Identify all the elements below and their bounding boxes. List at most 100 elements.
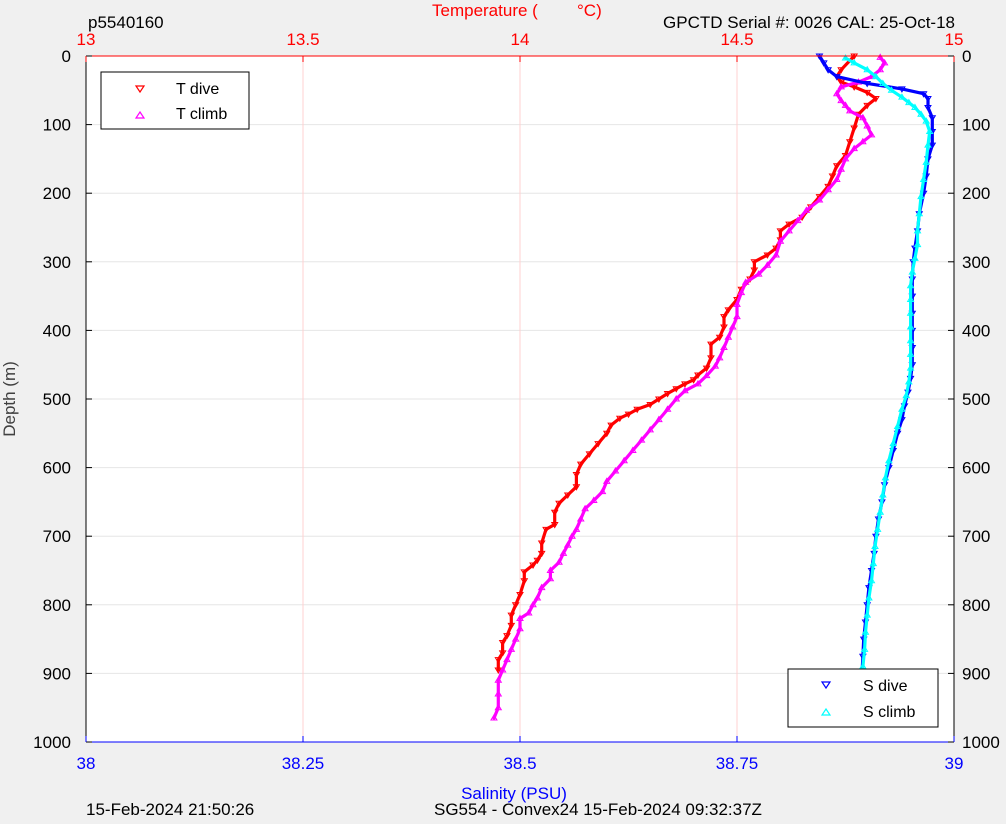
t-dive-point <box>724 307 733 314</box>
t-climb-point <box>850 144 859 152</box>
s-dive-point <box>824 67 833 74</box>
t-climb-point <box>841 154 850 162</box>
t-dive-point <box>720 324 728 331</box>
s-climb-point <box>911 254 919 261</box>
t-dive-point <box>750 259 759 266</box>
t-climb-point <box>815 196 824 203</box>
salinity-tick-label: 38.5 <box>503 754 536 773</box>
t-climb-point <box>572 525 581 532</box>
t-climb-point <box>837 165 846 172</box>
t-climb-point <box>576 515 585 522</box>
s-climb-point <box>904 377 913 385</box>
depth-tick-label-left: 500 <box>43 390 71 409</box>
s-climb-point <box>908 268 917 275</box>
plot-time: 15-Feb-2024 21:50:26 <box>86 800 254 819</box>
t-climb-point <box>702 371 711 379</box>
mission-info: SG554 - Convex24 15-Feb-2024 09:32:37Z <box>434 800 762 819</box>
s-climb-point <box>898 93 906 100</box>
s-climb-point <box>878 79 887 86</box>
t-climb-point <box>511 635 520 642</box>
t-dive-point <box>563 492 572 500</box>
t-climb-point <box>537 583 546 591</box>
t-dive-point <box>654 396 663 403</box>
t-dive-point <box>633 406 642 414</box>
depth-tick-label-right: 200 <box>962 184 990 203</box>
depth-tick-label-right: 500 <box>962 390 990 409</box>
t-climb-point <box>802 206 811 213</box>
t-climb-point <box>728 322 737 330</box>
depth-tick-label-right: 900 <box>962 664 990 683</box>
t-climb-point <box>529 600 537 608</box>
t-dive-point <box>707 341 715 349</box>
t-dive-point <box>529 562 537 569</box>
t-climb-point <box>772 250 780 258</box>
t-dive-point <box>837 79 846 87</box>
t-climb-point <box>876 53 885 60</box>
s-climb-point <box>876 508 885 515</box>
salinity-tick-label: 38 <box>77 754 96 773</box>
t-climb-point <box>494 676 503 683</box>
depth-tick-label-left: 200 <box>43 184 71 203</box>
temperature-axis-label-unit: °C) <box>577 1 602 20</box>
t-dive-point <box>763 252 772 259</box>
t-climb-point <box>589 496 598 504</box>
axes-layer: 0 0 100 100 200 200 300 300 400 400 500 500 600 600 70… <box>33 30 1000 773</box>
s-climb-point <box>841 54 850 61</box>
s-climb-point <box>922 117 931 124</box>
legend-temperature-box <box>100 71 250 130</box>
s-climb-point <box>917 110 925 117</box>
t-dive-point <box>750 267 759 275</box>
t-dive-point <box>624 411 633 419</box>
t-climb-point <box>793 216 802 224</box>
t-dive-point <box>663 391 672 398</box>
t-climb-point <box>516 614 524 622</box>
t-climb-point <box>720 343 728 351</box>
t-dive-point <box>550 522 559 529</box>
legend-s-climb-marker-icon <box>820 707 832 716</box>
s-climb-point <box>924 141 932 148</box>
t-dive-point <box>572 484 581 491</box>
s-climb-point <box>915 209 924 217</box>
t-dive-point <box>498 640 507 647</box>
t-dive-point <box>646 401 655 409</box>
t-dive-point <box>511 602 520 609</box>
s-climb-point <box>871 542 879 549</box>
s-climb-point <box>887 86 896 93</box>
temperature-tick-label: 15 <box>945 30 964 49</box>
s-climb-point <box>911 103 919 110</box>
t-climb-point <box>598 487 607 495</box>
temperature-tick-label: 14 <box>511 30 530 49</box>
t-climb-point <box>555 558 563 565</box>
s-climb-point <box>902 391 911 399</box>
t-climb-point <box>776 237 785 244</box>
t-dive-point <box>520 569 529 576</box>
t-climb-point <box>837 96 846 104</box>
t-dive-point <box>585 451 594 458</box>
s-climb-point <box>906 364 915 371</box>
t-climb-point <box>581 504 589 512</box>
depth-tick-label-left: 300 <box>43 253 71 272</box>
s-climb-point <box>873 525 882 532</box>
t-climb-point <box>867 130 876 138</box>
t-dive-point <box>845 139 854 146</box>
s-climb-point <box>913 226 922 234</box>
t-climb-point <box>507 645 516 652</box>
depth-tick-label-right: 800 <box>962 596 990 615</box>
t-dive-point <box>550 509 559 517</box>
depth-tick-label-left: 900 <box>43 664 71 683</box>
t-climb-point <box>733 300 741 307</box>
t-climb-point <box>824 185 833 193</box>
t-climb-point <box>546 566 555 573</box>
t-climb-point <box>858 137 867 145</box>
s-dive-point <box>819 60 828 67</box>
s-climb-point <box>917 192 925 200</box>
t-climb-point <box>498 665 507 673</box>
t-dive-point <box>707 355 715 362</box>
s-climb-point <box>881 473 890 481</box>
temperature-tick-label: 13 <box>77 30 96 49</box>
t-climb-point <box>663 405 672 412</box>
depth-tick-label-left: 600 <box>43 459 71 478</box>
t-climb-point <box>559 549 568 556</box>
salinity-tick-label: 38.25 <box>282 754 325 773</box>
